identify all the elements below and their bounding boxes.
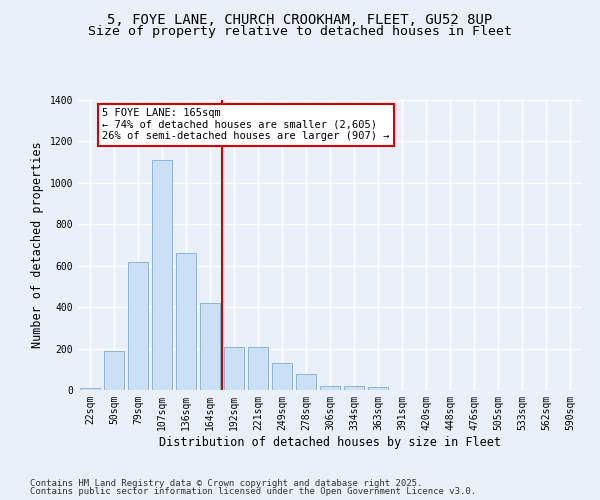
Bar [344, 386, 364, 390]
Bar [248, 346, 268, 390]
Text: Contains public sector information licensed under the Open Government Licence v3: Contains public sector information licen… [30, 487, 476, 496]
Text: 5, FOYE LANE, CHURCH CROOKHAM, FLEET, GU52 8UP: 5, FOYE LANE, CHURCH CROOKHAM, FLEET, GU… [107, 12, 493, 26]
Text: Size of property relative to detached houses in Fleet: Size of property relative to detached ho… [88, 25, 512, 38]
Bar [104, 350, 124, 390]
Bar [296, 374, 316, 390]
Text: 5 FOYE LANE: 165sqm
← 74% of detached houses are smaller (2,605)
26% of semi-det: 5 FOYE LANE: 165sqm ← 74% of detached ho… [102, 108, 389, 142]
Bar [320, 386, 340, 390]
Bar [80, 388, 100, 390]
Bar [200, 303, 220, 390]
Bar [176, 254, 196, 390]
Bar [224, 346, 244, 390]
Bar [152, 160, 172, 390]
Text: Contains HM Land Registry data © Crown copyright and database right 2025.: Contains HM Land Registry data © Crown c… [30, 478, 422, 488]
Bar [272, 363, 292, 390]
Bar [128, 262, 148, 390]
Y-axis label: Number of detached properties: Number of detached properties [31, 142, 44, 348]
Bar [368, 387, 388, 390]
X-axis label: Distribution of detached houses by size in Fleet: Distribution of detached houses by size … [159, 436, 501, 448]
